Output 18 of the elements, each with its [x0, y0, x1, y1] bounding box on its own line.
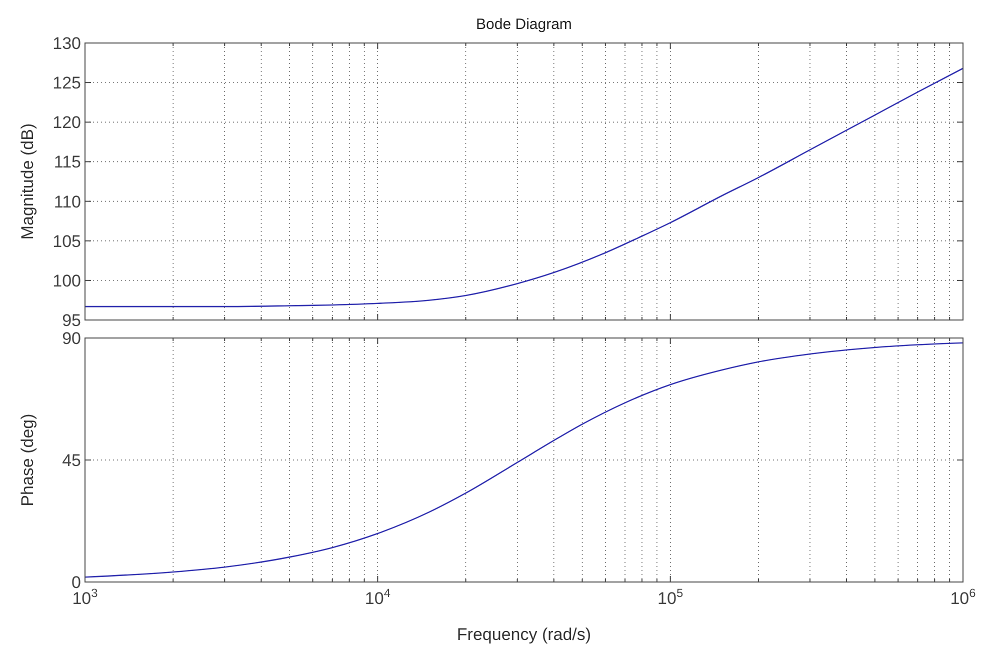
chart-title: Bode Diagram — [476, 16, 572, 33]
y-tick-label: 0 — [72, 573, 81, 592]
y-tick-label: 110 — [54, 192, 81, 212]
y-tick-label: 115 — [54, 152, 81, 172]
y-tick-label: 130 — [52, 34, 81, 53]
y-tick-label: 105 — [52, 232, 81, 251]
x-tick-label: 10$^{6}$ — [950, 586, 976, 608]
x-tick-label: 10$^{4}$ — [364, 586, 391, 608]
y-tick-label: 125 — [52, 74, 81, 93]
y-tick-label: 95 — [62, 311, 81, 330]
x-axis-title: Frequency (rad/s) — [456, 625, 592, 644]
x-tick-label: 10$^{5}$ — [658, 586, 684, 608]
y-axis-title: Magnitude (dB) — [18, 123, 37, 240]
y-tick-label: 45 — [62, 451, 81, 470]
y-axis-title: Phase (deg) — [18, 414, 37, 506]
y-tick-label: 90 — [62, 329, 81, 348]
y-tick-label: 120 — [52, 113, 81, 132]
y-tick-label: 100 — [52, 271, 81, 290]
